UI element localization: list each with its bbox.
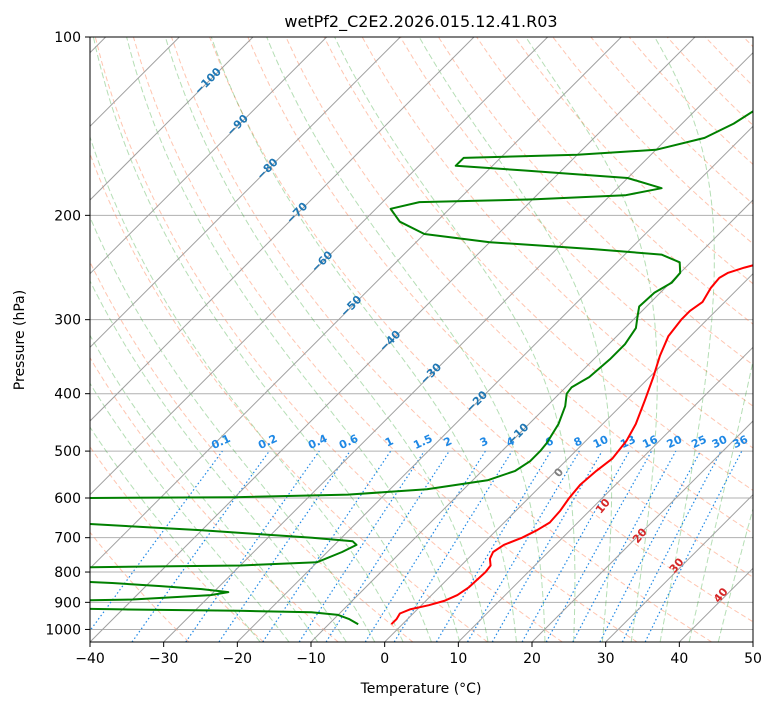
isotherm-line (90, 37, 622, 570)
x-tick-label: −20 (223, 651, 253, 667)
moist-adiabat (525, 37, 658, 642)
moist-adiabat (90, 215, 376, 642)
mixing-ratio-lines (90, 450, 743, 642)
isotherm-line (90, 37, 328, 275)
isotherm-line (457, 346, 753, 642)
mixing-ratio-line (90, 450, 223, 632)
mixing-ratio-label: 20 (665, 433, 685, 451)
y-axis-title: Pressure (hPa) (12, 290, 28, 390)
mixing-ratio-line (545, 450, 653, 642)
dry-adiabat (437, 37, 753, 366)
mixing-ratio-label: 36 (731, 433, 751, 451)
y-tick-label: 700 (54, 531, 81, 547)
dry-adiabat (94, 37, 563, 642)
y-tick-label: 800 (54, 565, 81, 581)
dry-adiabat (90, 356, 339, 642)
dry-adiabat (209, 37, 753, 623)
y-tick-label: 400 (54, 387, 81, 403)
mixing-ratio-line (185, 450, 320, 642)
y-tick-label: 200 (54, 208, 81, 224)
chart-title: wetPf2_C2E2.2026.015.12.41.R03 (284, 12, 557, 32)
moist-adiabat (164, 37, 489, 642)
x-tick-label: 50 (744, 651, 762, 667)
moist-adiabats (90, 37, 753, 642)
y-tick-label: 900 (54, 595, 81, 611)
mixing-ratio-line (521, 450, 631, 642)
temperature-profile (390, 264, 753, 625)
isotherm-line (90, 37, 549, 496)
x-tick-label: 30 (597, 651, 615, 667)
moist-adiabat (90, 334, 319, 642)
isotherm-line (310, 199, 753, 642)
isotherm-line (90, 37, 401, 349)
moist-adiabat (90, 426, 261, 642)
mixing-ratio-line (393, 450, 513, 642)
dry-adiabat (132, 37, 638, 642)
moist-adiabat (334, 37, 576, 642)
isotherm-line (90, 37, 696, 642)
x-tick-label: 10 (449, 651, 467, 667)
mixing-ratio-label: 25 (689, 433, 708, 451)
y-tick-label: 500 (54, 444, 81, 460)
x-tick-label: 20 (523, 651, 541, 667)
dry-adiabat (399, 37, 753, 407)
y-tick-label: 600 (54, 491, 81, 507)
dry-adiabat (90, 152, 488, 642)
dry-adiabat (90, 531, 190, 642)
moist-adiabat (126, 37, 461, 642)
mixing-ratio-label: 30 (710, 433, 730, 451)
x-tick-label: 0 (380, 651, 389, 667)
moist-adiabat (210, 37, 517, 642)
dry-adiabat (323, 37, 753, 491)
dry-adiabat (285, 37, 753, 535)
dry-adiabat (361, 37, 753, 449)
mixing-ratio-line (218, 450, 351, 642)
sounding-profiles (90, 110, 753, 626)
moist-adiabat (266, 37, 546, 642)
moist-adiabat (418, 37, 613, 642)
dry-adiabats (90, 37, 753, 642)
isotherm-line (163, 51, 753, 642)
dry-adiabat (247, 37, 753, 578)
x-axis-title: Temperature (°C) (360, 681, 482, 697)
dry-adiabat (514, 37, 753, 285)
mixing-ratio-line (572, 450, 677, 642)
isotherm-line (384, 272, 753, 642)
moist-adiabat (654, 37, 715, 642)
isotherm-line (90, 37, 475, 422)
mixing-ratio-label: 16 (640, 433, 660, 451)
mixing-ratio-line (131, 450, 270, 642)
y-tick-label: 300 (54, 313, 81, 329)
mixing-ratio-line (325, 450, 450, 642)
mixing-ratio-line (298, 450, 425, 642)
plot-frame (89, 36, 754, 643)
isotherm-line (236, 125, 753, 642)
dry-adiabat (171, 37, 712, 642)
y-tick-label: 1000 (45, 622, 81, 638)
x-tick-label: 40 (670, 651, 688, 667)
x-tick-label: −30 (149, 651, 179, 667)
moist-adiabat (688, 358, 753, 642)
moist-adiabat (92, 37, 432, 642)
axes: −40 −30 −20 −10 0 10 20 30 40 50 100 200 300 400 500 60… (45, 30, 762, 667)
moist-adiabat (90, 135, 404, 642)
moist-adiabat (90, 382, 290, 642)
mixing-ratio-label: 10 (591, 433, 611, 451)
dry-adiabat (90, 446, 264, 642)
x-tick-label: −40 (75, 651, 105, 667)
mixing-ratio-line (644, 450, 743, 642)
isotherm-line (605, 493, 753, 642)
isotherms (90, 37, 753, 642)
x-tick-label: −10 (296, 651, 326, 667)
y-tick-label: 100 (54, 30, 81, 46)
isotherm-line (90, 37, 254, 201)
isotherm-line (531, 420, 753, 642)
dewpoint-profile (90, 110, 753, 626)
